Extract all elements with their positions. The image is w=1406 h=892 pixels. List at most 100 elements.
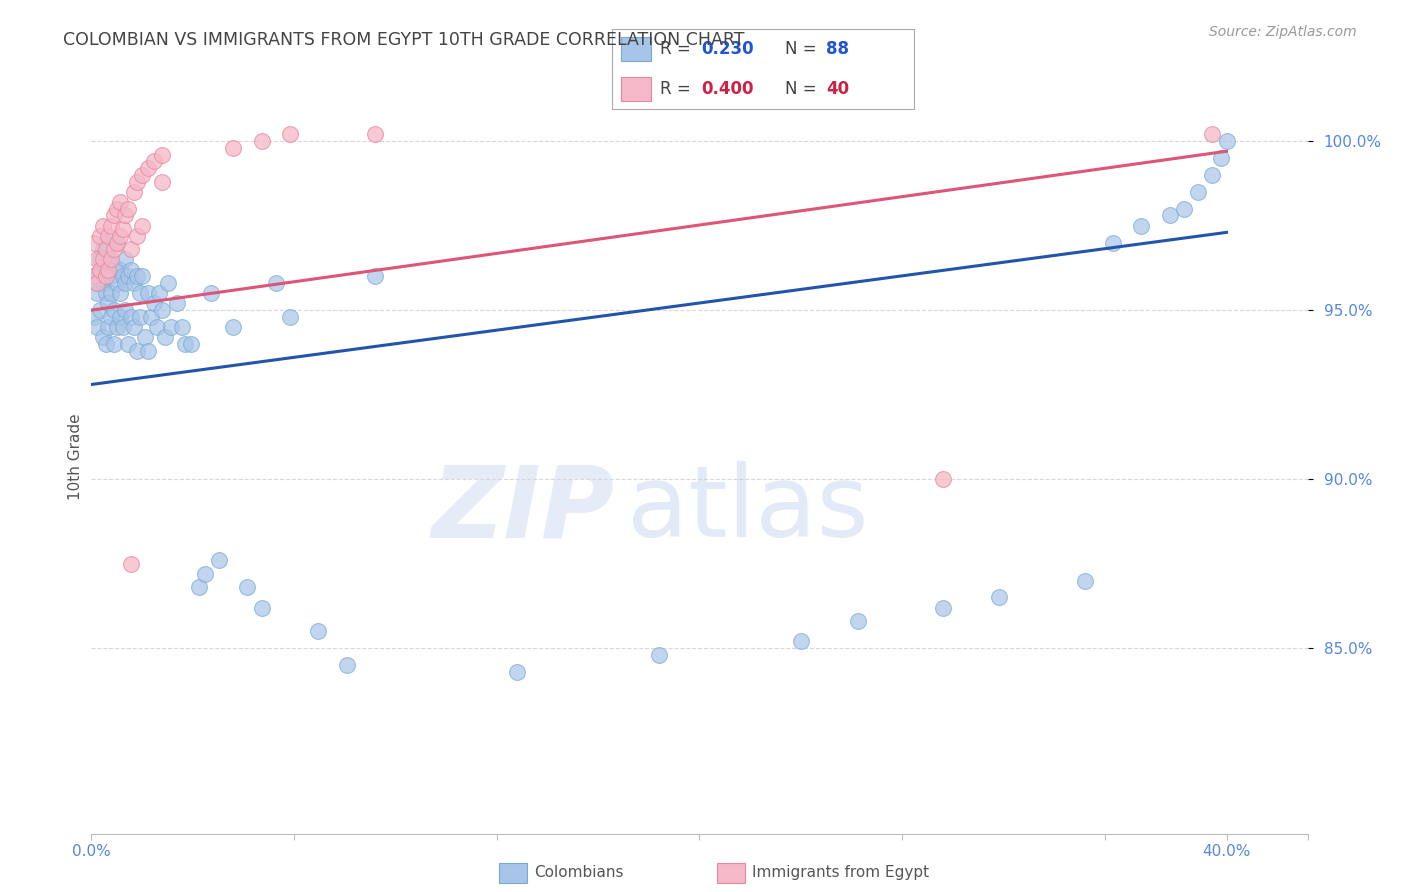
Point (86, 252, 108, 267)
Point (222, 141, 245, 155)
Point (988, 591, 1011, 605)
Point (89, 228, 111, 243)
Point (790, 634, 813, 648)
Point (100, 286, 122, 301)
Point (108, 310, 131, 324)
Point (125, 269, 148, 284)
Point (114, 303, 136, 318)
Point (105, 276, 128, 290)
Point (117, 337, 139, 351)
Text: Source: ZipAtlas.com: Source: ZipAtlas.com (1209, 25, 1357, 39)
Point (136, 161, 159, 176)
Point (188, 580, 211, 594)
Point (89, 262, 111, 277)
Point (1201, 168, 1223, 182)
Point (111, 269, 134, 284)
Point (846, 614, 869, 628)
Point (100, 252, 122, 267)
Point (1187, 185, 1209, 199)
Point (122, 320, 145, 334)
Text: Immigrants from Egypt: Immigrants from Egypt (752, 865, 929, 880)
Point (200, 286, 222, 301)
Point (125, 343, 148, 358)
Point (91, 252, 114, 267)
Point (1159, 209, 1181, 223)
Point (97, 228, 120, 243)
Point (128, 286, 150, 301)
Point (89, 303, 111, 318)
Point (264, 276, 287, 290)
Point (150, 175, 173, 189)
Point (94, 286, 117, 301)
Point (117, 202, 139, 216)
Point (83, 269, 105, 284)
Point (648, 648, 671, 662)
Point (114, 252, 136, 267)
Point (91, 330, 114, 344)
Point (105, 235, 128, 250)
Point (94, 337, 117, 351)
Point (103, 337, 125, 351)
Point (91, 219, 114, 233)
Point (250, 134, 273, 148)
Text: 40: 40 (827, 79, 849, 98)
Point (931, 600, 953, 615)
Point (122, 185, 145, 199)
Point (94, 269, 117, 284)
Point (105, 202, 128, 216)
Point (94, 235, 117, 250)
Point (97, 296, 120, 310)
Point (105, 235, 128, 250)
Point (364, 128, 387, 142)
Point (103, 209, 125, 223)
Point (150, 147, 173, 161)
Point (97, 262, 120, 277)
Text: 0.230: 0.230 (700, 39, 754, 58)
Point (172, 320, 194, 334)
Point (117, 269, 139, 284)
Point (142, 154, 165, 169)
Point (131, 219, 153, 233)
Point (250, 600, 273, 615)
Point (1173, 202, 1195, 216)
Bar (620, 37, 651, 61)
Point (174, 337, 197, 351)
Point (153, 330, 176, 344)
Point (307, 624, 329, 639)
Point (194, 566, 217, 581)
Point (111, 320, 134, 334)
Point (136, 286, 159, 301)
Point (136, 343, 159, 358)
Point (122, 276, 145, 290)
Point (120, 262, 142, 277)
Point (89, 252, 111, 267)
Point (506, 665, 529, 679)
Text: 0.400: 0.400 (700, 79, 754, 98)
Point (139, 310, 162, 324)
Point (83, 269, 105, 284)
Point (236, 580, 259, 594)
Text: N =: N = (786, 39, 823, 58)
Point (278, 128, 301, 142)
Point (100, 219, 122, 233)
Point (86, 320, 108, 334)
Point (103, 259, 125, 273)
Point (86, 276, 108, 290)
Point (1209, 151, 1232, 165)
Text: R =: R = (659, 39, 696, 58)
Point (336, 658, 359, 673)
Point (114, 209, 136, 223)
Point (131, 269, 153, 284)
Point (125, 228, 148, 243)
Point (278, 310, 301, 324)
Point (180, 337, 202, 351)
Point (100, 269, 122, 284)
Point (1073, 574, 1095, 588)
Point (97, 252, 120, 267)
Point (150, 303, 173, 318)
Point (108, 262, 131, 277)
Point (931, 472, 953, 486)
Point (160, 320, 183, 334)
Point (108, 228, 131, 243)
Point (108, 286, 131, 301)
